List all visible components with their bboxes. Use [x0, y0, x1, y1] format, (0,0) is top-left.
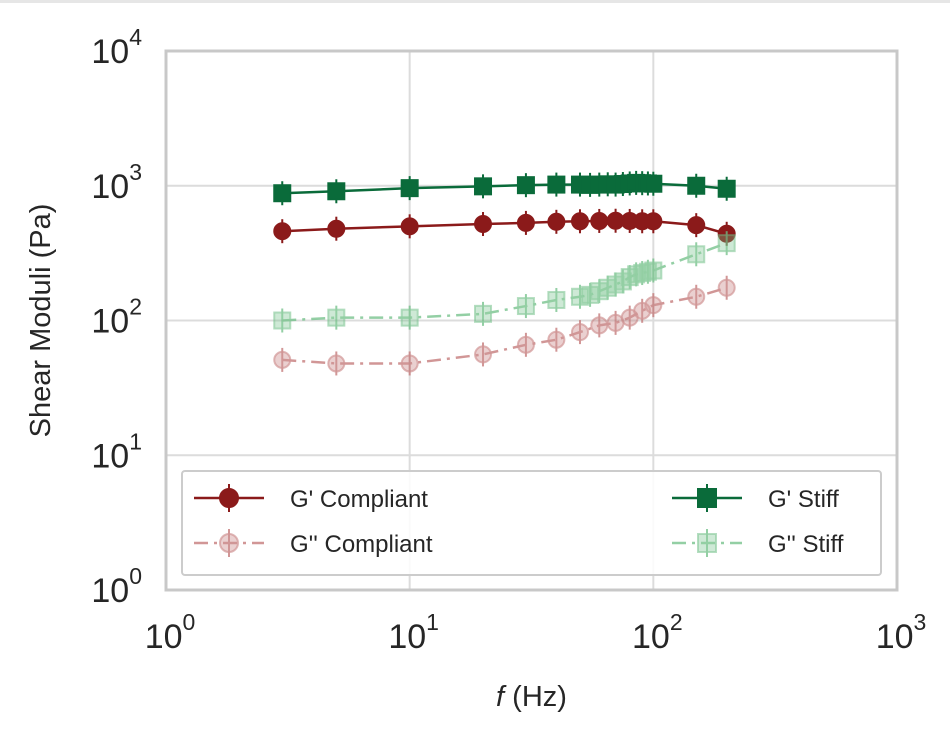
- x-tick-label: 102: [632, 609, 683, 656]
- data-point: [547, 290, 566, 309]
- x-axis-label-var: f: [496, 681, 507, 713]
- data-point: [638, 262, 657, 281]
- data-point: [570, 323, 589, 342]
- data-point: [273, 222, 292, 241]
- data-point: [687, 176, 706, 195]
- data-point: [273, 311, 292, 330]
- data-point: [400, 354, 419, 373]
- data-point: [474, 215, 493, 234]
- data-point: [474, 345, 493, 364]
- data-point: [590, 211, 609, 230]
- data-point: [273, 350, 292, 369]
- x-tick-label: 101: [388, 609, 439, 656]
- series-1: [273, 275, 736, 376]
- legend-label: G' Compliant: [290, 486, 428, 513]
- data-point: [644, 174, 663, 193]
- y-tick-label: 103: [91, 159, 142, 206]
- data-point: [644, 296, 663, 315]
- y-tick-label: 104: [91, 24, 142, 71]
- series-0: [273, 208, 736, 246]
- data-point: [590, 316, 609, 335]
- data-point: [327, 308, 346, 327]
- x-tick-label: 103: [876, 609, 927, 656]
- series-layer: [273, 170, 736, 376]
- data-point: [570, 212, 589, 231]
- data-point: [717, 179, 736, 198]
- legend-entry: [672, 529, 742, 557]
- data-point: [644, 212, 663, 231]
- series-2: [273, 170, 736, 206]
- legend-label: G'' Compliant: [290, 531, 433, 558]
- y-tick-label: 102: [91, 294, 142, 341]
- data-point: [687, 287, 706, 306]
- data-point: [717, 278, 736, 297]
- data-point: [687, 216, 706, 235]
- legend-label: G' Stiff: [768, 486, 839, 513]
- data-point: [547, 212, 566, 231]
- data-point: [516, 213, 535, 232]
- legend-marker: [697, 533, 717, 553]
- data-point: [570, 287, 589, 306]
- x-axis-label: f (Hz): [496, 681, 567, 713]
- y-tick-label: 100: [91, 563, 142, 610]
- legend-marker: [219, 533, 239, 553]
- series-line: [282, 286, 728, 365]
- legend-label: G'' Stiff: [768, 531, 844, 558]
- series-3: [273, 231, 736, 333]
- data-point: [547, 175, 566, 194]
- data-point: [516, 176, 535, 195]
- plot-frame: [164, 49, 899, 592]
- data-point: [400, 308, 419, 327]
- data-point: [687, 245, 706, 264]
- data-point: [400, 217, 419, 236]
- legend-entry: [194, 484, 264, 512]
- data-point: [327, 182, 346, 201]
- x-axis-label-unit: (Hz): [504, 681, 567, 713]
- data-point: [717, 234, 736, 253]
- y-axis-label: Shear Moduli (Pa): [25, 204, 57, 438]
- data-point: [327, 354, 346, 373]
- x-tick-label: 100: [145, 609, 196, 656]
- data-point: [273, 184, 292, 203]
- y-tick-label: 101: [91, 428, 142, 475]
- data-point: [516, 297, 535, 316]
- data-point: [516, 335, 535, 354]
- legend-marker: [697, 488, 717, 508]
- data-point: [327, 219, 346, 238]
- data-point: [547, 330, 566, 349]
- top-border: [0, 0, 950, 3]
- legend: G' Compliant G'' Compliant G' Stiff G'' Sti…: [181, 470, 882, 576]
- legend-entry: [672, 484, 742, 512]
- legend-marker: [219, 488, 239, 508]
- legend-entry: [194, 529, 264, 557]
- data-point: [644, 261, 663, 280]
- data-point: [474, 177, 493, 196]
- tick-labels: 100 101 102 103 100 101 102 103 104: [91, 24, 926, 656]
- data-point: [474, 304, 493, 323]
- data-point: [400, 179, 419, 198]
